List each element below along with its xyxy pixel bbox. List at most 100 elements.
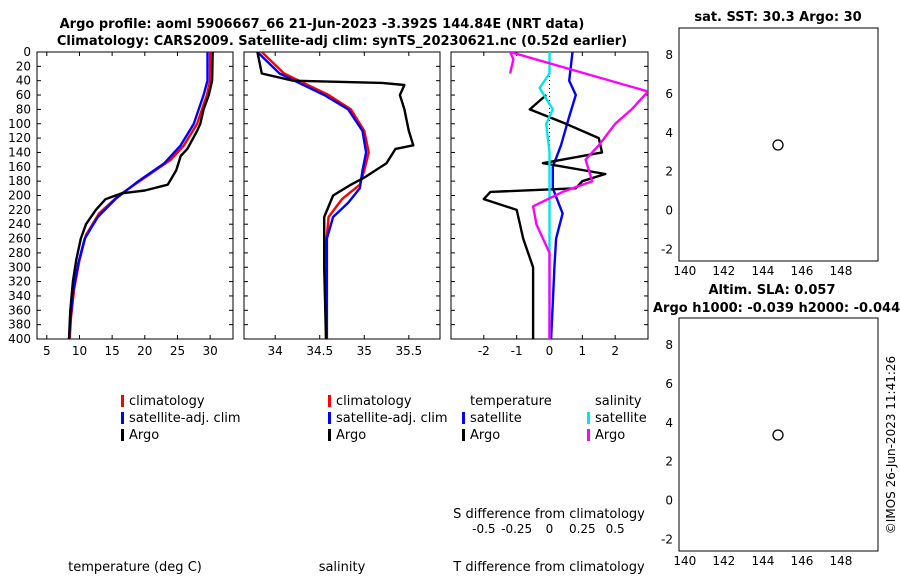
s-diff-tick-label: 0.5: [606, 522, 625, 536]
map-x-tick-label: 142: [712, 264, 735, 278]
legend-swatch: [462, 412, 465, 424]
depth-tick-label: 120: [8, 131, 31, 145]
depth-tick-label: 260: [8, 232, 31, 246]
diff-legend-s-argo: Argo: [595, 428, 625, 443]
x-tick-label: 1: [579, 344, 587, 358]
map-x-tick-label: 144: [751, 554, 774, 568]
series-satellite-adj-clim: [256, 52, 368, 339]
x-tick-label: 20: [137, 344, 152, 358]
x-tick-label: 2: [611, 344, 619, 358]
depth-tick-label: 300: [8, 260, 31, 274]
depth-tick-label: 340: [8, 289, 31, 303]
temperature-panel: [36, 51, 234, 340]
legend-swatch: [121, 395, 124, 407]
legend-swatch: [121, 412, 124, 424]
depth-tick-label: 60: [16, 88, 31, 102]
s-diff-tick-label: -0.5: [472, 522, 495, 536]
x-tick-label: 25: [170, 344, 185, 358]
depth-tick-label: 240: [8, 217, 31, 231]
legend-swatch: [587, 412, 590, 424]
legend-swatch: [328, 395, 331, 407]
map-y-tick-label: 6: [665, 87, 673, 101]
sst-map-frame: [678, 27, 879, 262]
map-x-tick-label: 140: [673, 554, 696, 568]
salinity-legend-0: climatology: [336, 394, 412, 409]
map-x-tick-label: 148: [829, 554, 852, 568]
copyright-stamp: ©IMOS 26-Jun-2023 11:41:26: [884, 356, 898, 534]
temperature-legend-1: satellite-adj. clim: [129, 411, 241, 426]
series-s-satellite: [538, 52, 554, 339]
diff-legend-t-satellite: satellite: [470, 411, 522, 426]
legend-swatch: [328, 429, 331, 441]
depth-tick-label: 180: [8, 174, 31, 188]
x-tick-label: -2: [478, 344, 490, 358]
x-tick-label: 35.5: [395, 344, 422, 358]
x-tick-label: 5: [43, 344, 51, 358]
series-t-satellite: [549, 52, 577, 339]
legend-swatch: [328, 412, 331, 424]
series-satellite-adj-clim: [67, 52, 209, 339]
figure-title-line2: Climatology: CARS2009. Satellite-adj cli…: [57, 34, 627, 49]
s-difference-axis-label: S difference from climatology: [453, 507, 645, 522]
map-y-tick-label: 2: [665, 165, 673, 179]
s-diff-tick-label: 0: [546, 522, 554, 536]
series-argo: [67, 52, 214, 339]
depth-tick-label: 160: [8, 160, 31, 174]
x-tick-label: -1: [511, 344, 523, 358]
sla-map-frame: [678, 317, 879, 552]
depth-tick-label: 0: [23, 45, 31, 59]
x-tick-label: 15: [104, 344, 119, 358]
sst-argo-marker: [772, 139, 784, 151]
depth-tick-label: 140: [8, 145, 31, 159]
figure-title-line1: Argo profile: aoml 5906667_66 21-Jun-202…: [60, 17, 585, 32]
depth-tick-label: 200: [8, 189, 31, 203]
legend-swatch: [587, 429, 590, 441]
x-tick-label: 30: [202, 344, 217, 358]
diff-legend-t-argo: Argo: [470, 428, 500, 443]
sst-map-title: sat. SST: 30.3 Argo: 30: [694, 10, 861, 25]
map-y-tick-label: -2: [661, 242, 673, 256]
x-tick-label: 34: [268, 344, 283, 358]
map-y-tick-label: 8: [665, 338, 673, 352]
series-t-argo: [482, 94, 607, 339]
map-y-tick-label: 8: [665, 48, 673, 62]
s-diff-tick-label: 0.25: [569, 522, 596, 536]
legend-swatch: [462, 429, 465, 441]
map-y-tick-label: 0: [665, 494, 673, 508]
map-y-tick-label: 2: [665, 455, 673, 469]
map-y-tick-label: 6: [665, 377, 673, 391]
map-x-tick-label: 142: [712, 554, 735, 568]
temperature-legend-0: climatology: [129, 394, 205, 409]
salinity-legend-1: satellite-adj. clim: [336, 411, 448, 426]
map-x-tick-label: 146: [790, 554, 813, 568]
depth-tick-label: 80: [16, 102, 31, 116]
salinity-axis-label: salinity: [319, 560, 366, 575]
depth-tick-label: 20: [16, 59, 31, 73]
map-y-tick-label: 4: [665, 126, 673, 140]
map-x-tick-label: 140: [673, 264, 696, 278]
depth-tick-label: 360: [8, 303, 31, 317]
depth-tick-label: 40: [16, 74, 31, 88]
map-x-tick-label: 146: [790, 264, 813, 278]
x-tick-label: 0: [546, 344, 554, 358]
diff-legend-temperature-title: temperature: [470, 394, 552, 409]
map-y-tick-label: 0: [665, 204, 673, 218]
x-tick-label: 34.5: [306, 344, 333, 358]
depth-tick-label: 100: [8, 117, 31, 131]
map-x-tick-label: 144: [751, 264, 774, 278]
x-tick-label: 35: [357, 344, 372, 358]
salinity-panel: [243, 51, 441, 340]
s-diff-tick-label: -0.25: [501, 522, 532, 536]
series-s-argo: [508, 52, 648, 339]
diff-legend-salinity-title: salinity: [595, 394, 642, 409]
map-y-tick-label: 4: [665, 416, 673, 430]
salinity-legend-2: Argo: [336, 428, 366, 443]
sla-map-title: Altim. SLA: 0.057: [709, 283, 836, 298]
diff-legend-s-satellite: satellite: [595, 411, 647, 426]
legend-swatch: [121, 429, 124, 441]
temperature-legend-2: Argo: [129, 428, 159, 443]
temperature-axis-label: temperature (deg C): [68, 560, 202, 575]
x-tick-label: 10: [72, 344, 87, 358]
depth-tick-label: 280: [8, 246, 31, 260]
